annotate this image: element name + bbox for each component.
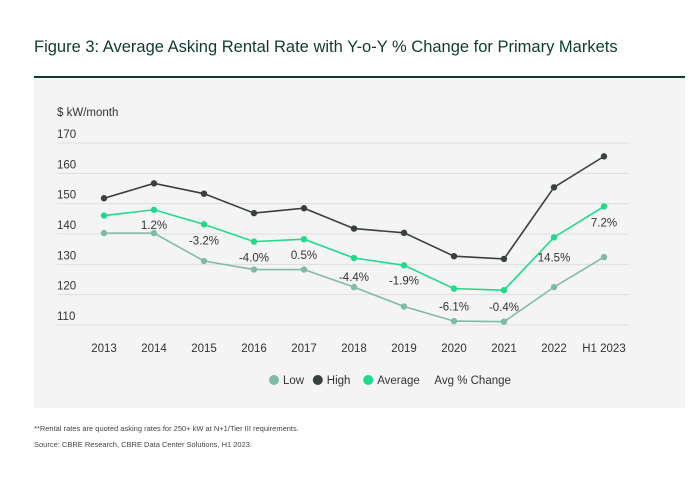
x-tick-label: 2018	[341, 343, 367, 355]
chart-panel	[34, 78, 685, 408]
low-data-point	[100, 229, 108, 237]
low-data-point	[600, 253, 608, 261]
average-data-point	[400, 262, 408, 269]
avg-change-label: -6.1%	[439, 302, 469, 314]
low-data-point	[350, 283, 358, 291]
average-data-point	[600, 203, 608, 210]
x-tick-label: 2015	[191, 343, 217, 355]
x-tick-label: 2019	[391, 343, 417, 355]
y-tick-label: 140	[57, 220, 76, 232]
low-data-point	[500, 318, 508, 325]
x-tick-label: H1 2023	[582, 343, 625, 355]
low-data-point	[300, 266, 308, 273]
legend-low-marker	[269, 375, 279, 385]
y-tick-label: 160	[57, 159, 76, 171]
y-axis-label: $ kW/month	[57, 107, 118, 119]
low-data-point	[250, 266, 258, 273]
average-data-point	[100, 212, 108, 219]
x-tick-label: 2022	[541, 343, 567, 355]
average-data-point	[150, 206, 158, 213]
low-data-point	[550, 283, 558, 291]
high-data-point	[500, 255, 508, 263]
avg-change-label: -0.4%	[489, 302, 519, 314]
average-data-point	[500, 286, 508, 294]
high-data-point	[200, 190, 208, 197]
chart-title: Figure 3: Average Asking Rental Rate wit…	[34, 38, 618, 56]
y-tick-label: 170	[57, 129, 76, 141]
high-data-point	[250, 209, 258, 217]
average-data-point	[550, 234, 558, 241]
avg-change-label: -4.4%	[339, 272, 369, 284]
low-data-point	[400, 303, 408, 310]
y-tick-label: 110	[57, 311, 75, 323]
low-data-point	[450, 317, 458, 325]
avg-change-label: 1.2%	[141, 220, 167, 232]
legend-average-marker	[363, 375, 374, 385]
average-data-point	[250, 238, 258, 245]
x-tick-label: 2014	[141, 343, 167, 355]
high-data-point	[550, 184, 558, 191]
low-data-point	[200, 257, 208, 265]
legend-high-marker	[312, 375, 323, 385]
y-tick-label: 130	[57, 250, 76, 262]
avg-change-label: 14.5%	[538, 252, 571, 264]
avg-change-label: 0.5%	[291, 250, 317, 262]
legend-average-label: Average	[377, 375, 420, 387]
x-tick-label: 2013	[91, 343, 117, 355]
average-data-point	[300, 235, 308, 243]
high-data-point	[600, 153, 608, 160]
legend-high-label: High	[327, 375, 351, 387]
footnote-source: Source: CBRE Research, CBRE Data Center …	[34, 440, 253, 449]
high-data-point	[400, 229, 408, 237]
avg-change-label: 7.2%	[591, 217, 617, 229]
avg-change-label: -1.9%	[389, 275, 419, 287]
x-tick-label: 2020	[441, 343, 467, 355]
high-data-point	[350, 225, 358, 232]
legend-avg-change-label: Avg % Change	[434, 375, 511, 387]
average-data-point	[450, 285, 458, 292]
avg-change-label: -4.0%	[239, 253, 269, 265]
y-tick-label: 120	[57, 281, 76, 293]
average-data-point	[350, 254, 358, 262]
high-data-point	[300, 205, 308, 212]
title-divider	[34, 76, 685, 78]
high-series-line	[103, 155, 605, 260]
x-tick-label: 2021	[491, 343, 517, 355]
legend-low-label: Low	[283, 375, 305, 387]
x-tick-label: 2017	[291, 343, 317, 355]
high-data-point	[150, 180, 158, 187]
x-tick-label: 2016	[241, 343, 267, 355]
high-data-point	[450, 252, 458, 260]
average-data-point	[200, 221, 208, 228]
footnote-rental-rates: **Rental rates are quoted asking rates f…	[34, 424, 299, 433]
high-data-point	[100, 195, 108, 202]
y-tick-label: 150	[57, 190, 76, 202]
low-data-point	[150, 229, 158, 237]
avg-change-label: -3.2%	[189, 235, 219, 247]
